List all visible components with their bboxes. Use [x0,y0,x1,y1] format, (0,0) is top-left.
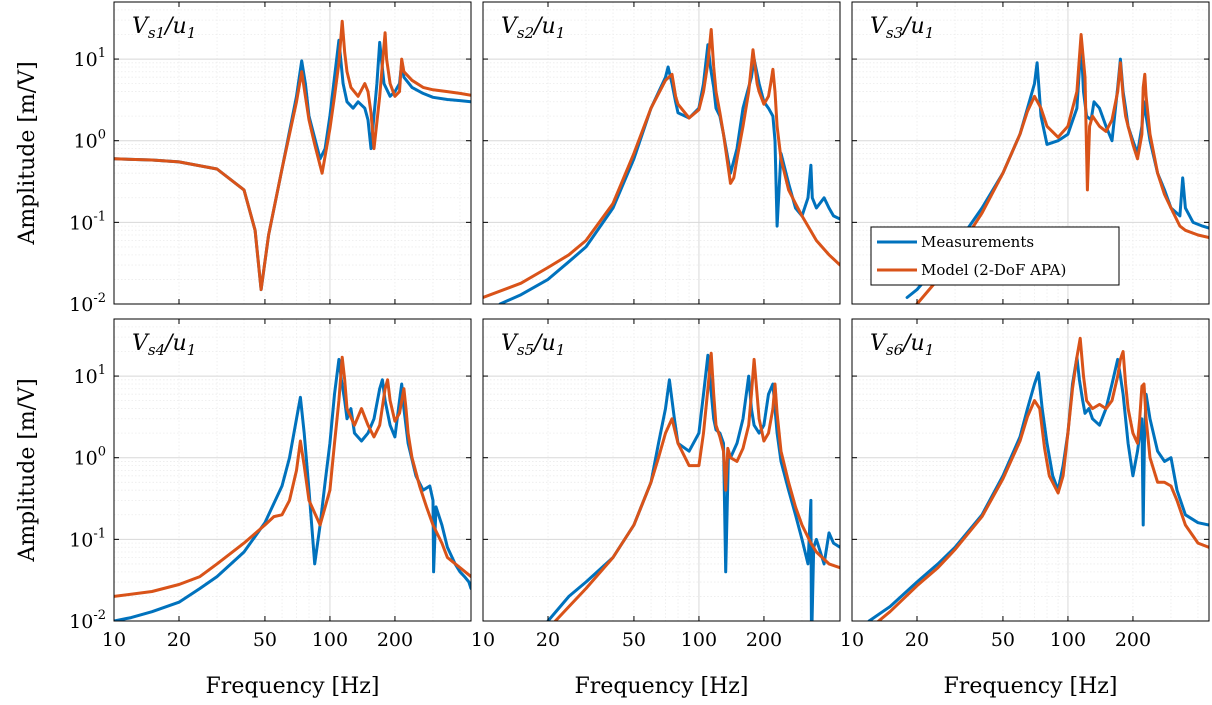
grid [114,319,471,621]
series-line-model [876,336,1209,621]
y-axis-label: Amplitude [m/V] [15,61,40,245]
x-axis-label: Frequency [Hz] [944,674,1118,699]
series-line-model [553,351,840,621]
x-tick-label: 10 [840,629,864,651]
x-tick-label: 50 [253,629,277,651]
x-tick-label: 50 [991,629,1015,651]
panel-title: Vs3/u1 [870,14,934,42]
x-tick-label: 100 [312,629,348,651]
panel-title: Vs2/u1 [501,14,565,42]
y-axis-label: Amplitude [m/V] [15,378,40,562]
x-tick-label: 20 [536,629,560,651]
panel-3: Vs3/u1 Measurements Model (2-DoF APA) [851,1,1210,305]
grid [114,2,471,304]
series-line-measurements [546,353,840,621]
series-line-model [915,33,1209,304]
panel-4: Vs4/u1 101 100 10-1 10-210 20 50 100 200 Frequenc… [15,318,472,699]
y-tick-label: 10-1 [69,209,106,234]
series-line-model [114,355,471,598]
x-axis-label: Frequency [Hz] [575,674,749,699]
axes-frame [851,318,1210,622]
panel-1: Vs1/u1 101 100 10-1 10-2 Amplitude [m/V] [15,1,472,316]
y-tick-label: 10-2 [69,291,106,316]
series-line-measurements [867,355,1209,621]
legend: Measurements Model (2-DoF APA) [870,226,1120,286]
x-tick-label: 200 [1115,629,1151,651]
axes-frame [113,1,472,305]
y-tick-label: 101 [74,46,106,71]
panel-5: Vs5/u1 10 20 50 100 200 Frequency [Hz] [471,318,841,699]
x-tick-label: 20 [167,629,191,651]
x-tick-label: 10 [102,629,126,651]
panel-title: Vs5/u1 [501,331,565,359]
y-tick-label: 100 [74,445,106,470]
grid [483,2,840,304]
x-tick-label: 100 [681,629,717,651]
panel-title: Vs1/u1 [132,14,196,42]
legend-label-measurements: Measurements [921,233,1034,251]
x-tick-label: 50 [622,629,646,651]
x-axis-label: Frequency [Hz] [206,674,380,699]
y-tick-label: 101 [74,363,106,388]
axes-frame [851,1,1210,305]
x-tick-label: 10 [471,629,495,651]
series-line-model [114,19,471,292]
x-tick-label: 200 [746,629,782,651]
x-tick-label: 100 [1050,629,1086,651]
series-line-model [483,28,840,299]
x-tick-label: 20 [905,629,929,651]
y-tick-label: 100 [74,128,106,153]
axes-frame [113,318,472,622]
series-line-measurements [114,357,471,621]
axes-frame [482,318,841,622]
y-tick-label: 10-2 [69,608,106,633]
panel-2: Vs2/u1 [482,1,841,305]
grid [483,319,840,621]
legend-label-model: Model (2-DoF APA) [921,261,1066,279]
panel-6: Vs6/u1 10 20 50 100 200 Frequency [Hz] [840,318,1210,699]
x-tick-label: 200 [377,629,413,651]
grid [852,319,1209,621]
y-tick-label: 10-1 [69,526,106,551]
panel-title: Vs4/u1 [132,331,196,359]
panel-title: Vs6/u1 [870,331,934,359]
axes-frame [482,1,841,305]
